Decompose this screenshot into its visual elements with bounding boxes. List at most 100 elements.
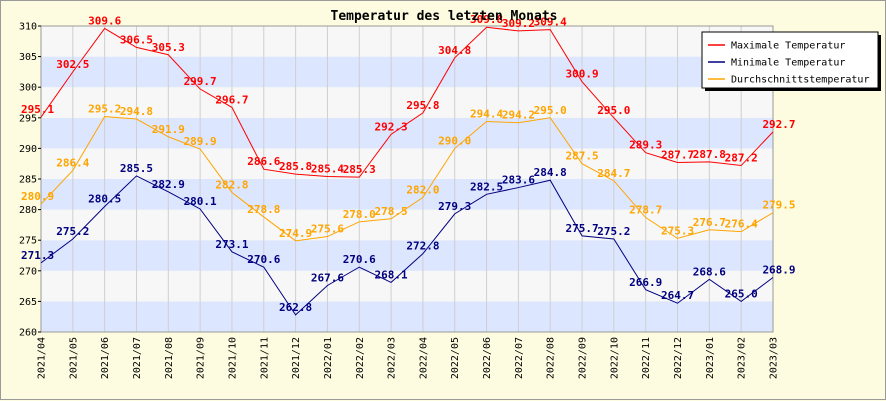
y-tick-label: 295 <box>19 113 37 124</box>
plot-band <box>41 240 773 271</box>
legend-label: Maximale Temperatur <box>731 41 845 52</box>
data-label: 294.4 <box>470 107 503 120</box>
series-lines <box>40 26 774 316</box>
legend-box <box>701 31 879 89</box>
plot-band <box>41 26 773 57</box>
data-label: 266.9 <box>629 276 662 289</box>
x-tick-label: 2022/12 <box>673 337 684 379</box>
x-tick-label: 2023/03 <box>769 337 780 379</box>
data-label: 283.6 <box>502 174 535 187</box>
y-tick-label: 270 <box>19 266 37 277</box>
data-label: 268.6 <box>693 265 726 278</box>
x-tick-label: 2022/04 <box>418 337 429 379</box>
chart-title: Temperatur des letzten Monats <box>331 9 558 24</box>
y-tick-label: 300 <box>19 83 37 94</box>
data-label: 280.1 <box>184 195 217 208</box>
y-tick-label: 275 <box>19 236 37 247</box>
data-label: 282.0 <box>406 183 439 196</box>
data-label: 274.9 <box>279 227 312 240</box>
data-label: 285.5 <box>120 162 153 175</box>
x-tick-label: 2022/03 <box>387 337 398 379</box>
data-label: 296.7 <box>215 93 248 106</box>
data-label: 265.0 <box>725 287 758 300</box>
x-tick-label: 2022/11 <box>641 337 652 379</box>
data-label: 306.5 <box>120 33 153 46</box>
data-label: 309.4 <box>534 16 567 29</box>
x-tick-label: 2022/05 <box>450 337 461 379</box>
data-label: 286.4 <box>56 156 89 169</box>
data-label: 275.7 <box>565 222 598 235</box>
data-label: 278.8 <box>247 203 280 216</box>
data-label: 272.8 <box>406 240 439 253</box>
plot-band <box>41 56 773 88</box>
data-label: 295.1 <box>21 103 54 116</box>
data-label: 292.3 <box>375 120 408 133</box>
data-label: 278.7 <box>629 204 662 217</box>
y-tick-label: 290 <box>19 144 37 155</box>
data-label: 287.7 <box>661 148 694 161</box>
data-label: 271.3 <box>21 249 54 262</box>
data-label: 262.8 <box>279 301 312 314</box>
series-line <box>40 26 774 178</box>
x-tick-label: 2021/12 <box>291 337 302 379</box>
data-label: 279.3 <box>438 200 471 213</box>
data-label: 286.6 <box>247 155 280 168</box>
data-label: 275.3 <box>661 224 694 237</box>
legend-label: Minimale Temperatur <box>731 58 845 69</box>
data-label: 292.7 <box>762 118 795 131</box>
data-label: 284.8 <box>534 166 567 179</box>
data-label: 279.5 <box>762 199 795 212</box>
data-label: 273.1 <box>215 238 248 251</box>
plot-band <box>41 87 773 118</box>
x-tick-label: 2023/01 <box>705 337 716 379</box>
data-label: 309.6 <box>88 14 121 27</box>
data-label: 295.8 <box>406 99 439 112</box>
y-tick-label: 305 <box>19 52 37 63</box>
x-tick-label: 2022/06 <box>482 337 493 379</box>
plot-band <box>41 209 773 241</box>
data-label: 309.2 <box>502 17 535 30</box>
data-label: 268.9 <box>762 264 795 277</box>
data-label: 295.2 <box>88 103 121 116</box>
legend: Maximale Temperatur Minimale Temperatur Du… <box>701 31 881 91</box>
data-label: 270.6 <box>343 253 376 266</box>
plot-band <box>41 148 773 179</box>
data-label: 282.8 <box>215 178 248 191</box>
data-label: 294.8 <box>120 105 153 118</box>
data-label: 289.9 <box>184 135 217 148</box>
x-tick-label: 2022/07 <box>514 337 525 379</box>
data-label: 284.7 <box>597 167 630 180</box>
data-label: 275.6 <box>311 223 344 236</box>
data-label: 278.5 <box>375 205 408 218</box>
x-tick-label: 2021/04 <box>37 337 48 379</box>
data-label: 268.1 <box>375 268 408 281</box>
x-tick-label: 2021/09 <box>196 337 207 379</box>
data-label: 287.2 <box>725 152 758 165</box>
x-tick-label: 2021/06 <box>100 337 111 379</box>
data-label: 294.2 <box>502 109 535 122</box>
x-tick-label: 2021/11 <box>259 337 270 379</box>
data-label: 289.3 <box>629 139 662 152</box>
x-tick-label: 2022/10 <box>609 337 620 379</box>
y-tick-label: 280 <box>19 205 37 216</box>
y-axis: 260 265 270 275 280 285 290 295 300 305 310 <box>19 22 41 339</box>
data-label: 275.2 <box>597 225 630 238</box>
y-tick-label: 310 <box>19 22 37 33</box>
data-label: 299.7 <box>184 75 217 88</box>
x-tick-label: 2022/02 <box>355 337 366 379</box>
data-label: 270.6 <box>247 253 280 266</box>
data-label: 302.5 <box>56 58 89 71</box>
data-label: 278.0 <box>343 208 376 221</box>
data-label: 287.5 <box>565 150 598 163</box>
data-label: 282.9 <box>152 178 185 191</box>
plot-band <box>41 179 773 210</box>
data-label: 280.5 <box>88 193 121 206</box>
data-label: 304.8 <box>438 44 471 57</box>
data-label: 264.7 <box>661 289 694 302</box>
data-label: 309.8 <box>470 13 503 26</box>
plot-band <box>41 117 773 149</box>
series-line <box>40 175 774 316</box>
data-label: 276.7 <box>693 216 726 229</box>
